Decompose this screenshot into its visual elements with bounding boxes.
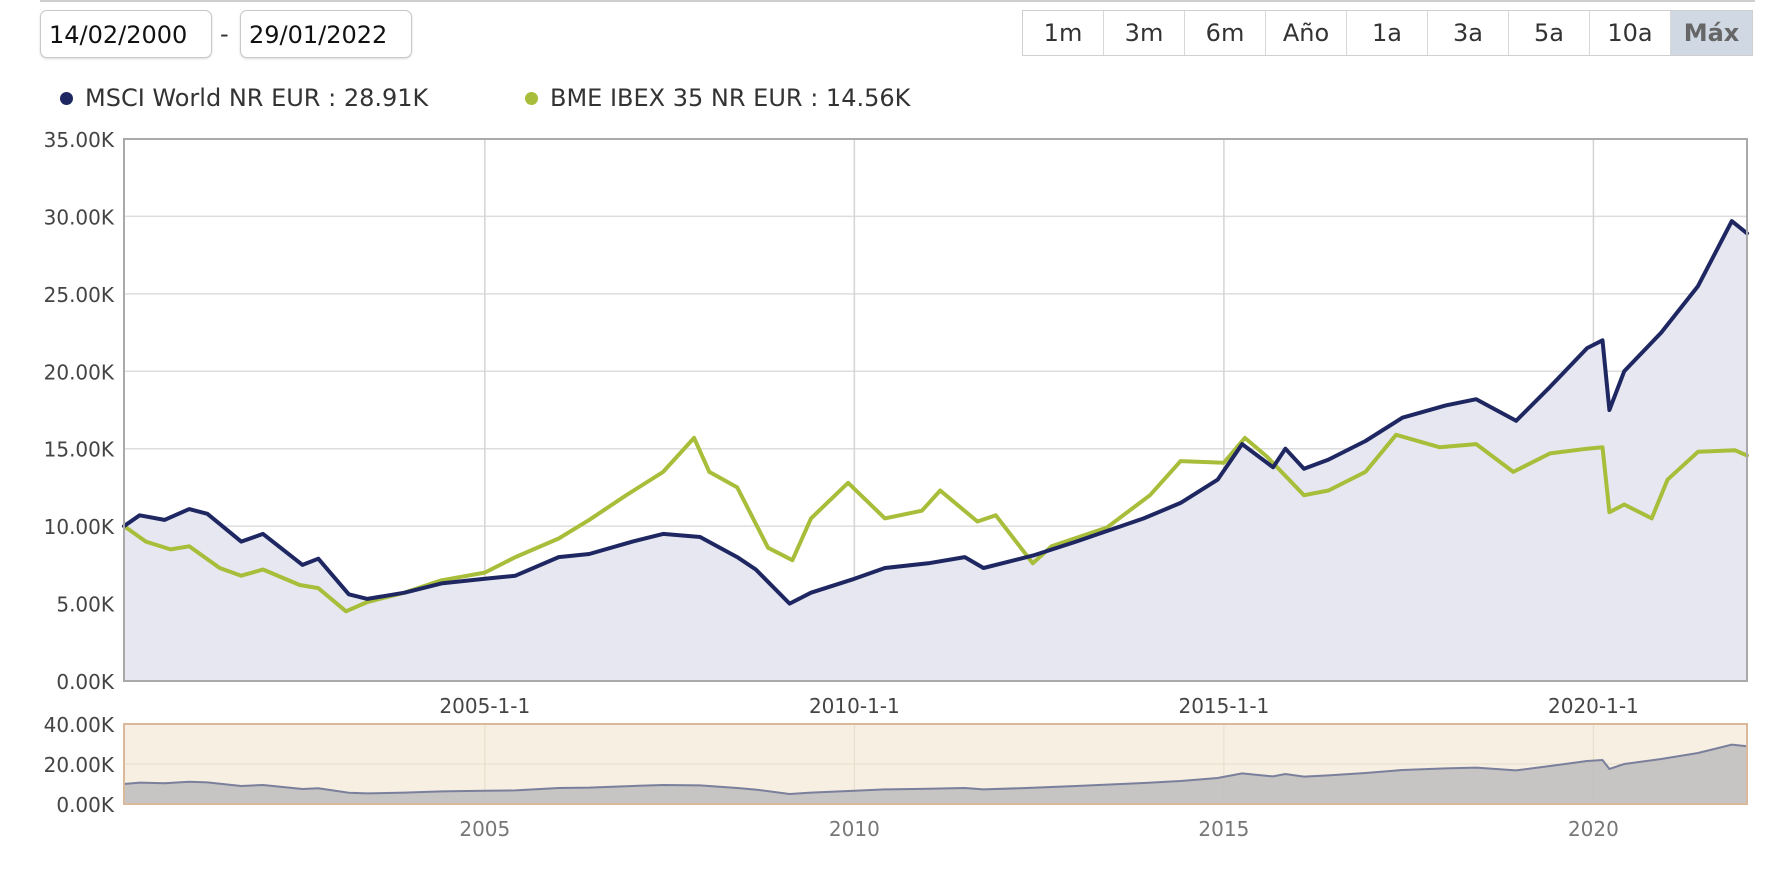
y-tick-label: 20.00K bbox=[44, 360, 115, 384]
legend-marker-icon bbox=[60, 91, 73, 105]
navigator-x-tick-label: 2020 bbox=[1568, 817, 1619, 841]
range-max-button[interactable]: Máx bbox=[1671, 11, 1752, 55]
legend-marker-icon bbox=[525, 91, 538, 105]
legend-item-ibex-35[interactable]: BME IBEX 35 NR EUR : 14.56K bbox=[525, 84, 910, 112]
navigator-area bbox=[124, 744, 1747, 804]
range-selector: 1m 3m 6m Año 1a 3a 5a 10a Máx bbox=[1022, 10, 1753, 56]
navigator-y-tick-label: 0.00K bbox=[56, 793, 115, 817]
x-tick-label: 2015-1-1 bbox=[1178, 694, 1269, 718]
range-1y-button[interactable]: 1a bbox=[1347, 11, 1428, 55]
legend-separator: : bbox=[802, 84, 826, 112]
navigator-x-tick-label: 2005 bbox=[459, 817, 510, 841]
legend-series-value: 14.56K bbox=[825, 84, 911, 112]
range-6m-button[interactable]: 6m bbox=[1185, 11, 1266, 55]
navigator-y-tick-label: 40.00K bbox=[44, 713, 115, 737]
date-separator: - bbox=[220, 20, 229, 48]
legend-series-value: 28.91K bbox=[343, 84, 429, 112]
x-tick-label: 2005-1-1 bbox=[439, 694, 530, 718]
y-tick-label: 10.00K bbox=[44, 515, 115, 539]
legend-item-msci-world[interactable]: MSCI World NR EUR : 28.91K bbox=[60, 84, 428, 112]
range-ytd-button[interactable]: Año bbox=[1266, 11, 1347, 55]
navigator-y-tick-label: 20.00K bbox=[44, 753, 115, 777]
range-1m-button[interactable]: 1m bbox=[1023, 11, 1104, 55]
plot-border bbox=[123, 138, 1748, 682]
date-to-input[interactable]: 29/01/2022 bbox=[240, 10, 412, 58]
y-tick-label: 15.00K bbox=[44, 438, 115, 462]
range-10y-button[interactable]: 10a bbox=[1590, 11, 1671, 55]
legend-separator: : bbox=[320, 84, 344, 112]
msci-world-line bbox=[122, 219, 1749, 606]
legend-series-name: BME IBEX 35 NR EUR bbox=[550, 84, 803, 112]
date-from-input[interactable]: 14/02/2000 bbox=[40, 10, 212, 58]
top-divider bbox=[40, 0, 1755, 2]
x-tick-label: 2020-1-1 bbox=[1548, 694, 1639, 718]
range-3y-button[interactable]: 3a bbox=[1428, 11, 1509, 55]
navigator-x-tick-label: 2015 bbox=[1198, 817, 1249, 841]
ibex-35-line bbox=[122, 432, 1749, 614]
msci-world-area bbox=[124, 221, 1747, 681]
y-tick-label: 25.00K bbox=[44, 283, 115, 307]
legend-series-name: MSCI World NR EUR bbox=[85, 84, 321, 112]
y-tick-label: 35.00K bbox=[44, 128, 115, 152]
x-tick-label: 2010-1-1 bbox=[809, 694, 900, 718]
navigator-x-tick-label: 2010 bbox=[829, 817, 880, 841]
range-5y-button[interactable]: 5a bbox=[1509, 11, 1590, 55]
range-3m-button[interactable]: 3m bbox=[1104, 11, 1185, 55]
navigator-border bbox=[123, 723, 1748, 805]
y-tick-label: 30.00K bbox=[44, 205, 115, 229]
y-tick-label: 5.00K bbox=[56, 593, 115, 617]
y-tick-label: 0.00K bbox=[56, 670, 115, 694]
navigator-line bbox=[123, 743, 1748, 796]
